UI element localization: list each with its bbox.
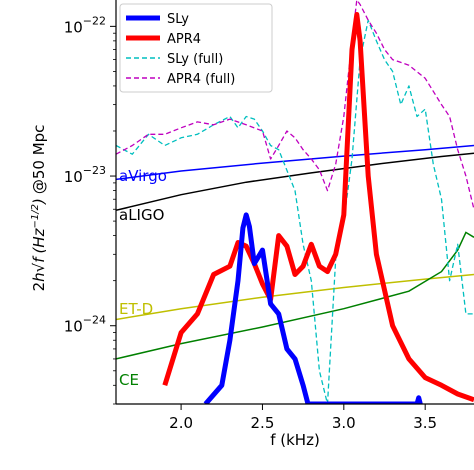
detector-aligo-line (116, 152, 474, 212)
legend: SLy APR4 SLy (full) APR4 (full) (119, 3, 273, 93)
legend-label-apr4: APR4 (167, 32, 201, 47)
legend-label-apr4-full: APR4 (full) (167, 72, 235, 87)
detector-et-d-line (116, 273, 474, 321)
x-axis-label: f (kHz) (270, 431, 320, 449)
series-apr4-line (162, 12, 474, 403)
data-series (116, 0, 474, 404)
y-tick-label: 10−24 (64, 314, 106, 336)
x-tick-label: 3.5 (413, 414, 437, 432)
annotation-ce: CE (119, 371, 139, 389)
legend-label-sly-full: SLy (full) (167, 52, 223, 67)
y-axis-label: 2h√f(Hz−1/2)@50 Mpc (30, 125, 48, 292)
series-sly-line (203, 212, 423, 404)
legend-box (119, 3, 273, 93)
annotation-aligo: aLIGO (119, 206, 164, 224)
series-apr4-full-line (116, 0, 474, 210)
legend-label-sly: SLy (167, 12, 189, 27)
y-tick-label: 10−23 (64, 164, 106, 186)
x-tick-label: 2.0 (169, 414, 193, 432)
detector-ce-line (116, 231, 474, 360)
annotation-etd: ET-D (119, 300, 153, 318)
detector-curves (116, 144, 474, 360)
x-tick-label: 2.5 (251, 414, 275, 432)
annotation-avirgo: aVirgo (119, 167, 167, 185)
x-tick-label: 3.0 (332, 414, 356, 432)
y-tick-label: 10−22 (64, 14, 106, 36)
axis-ticks: 2.0 2.5 3.0 3.5 10−24 10−23 10−22 (64, 14, 437, 432)
detector-avirgo-line (116, 144, 474, 181)
